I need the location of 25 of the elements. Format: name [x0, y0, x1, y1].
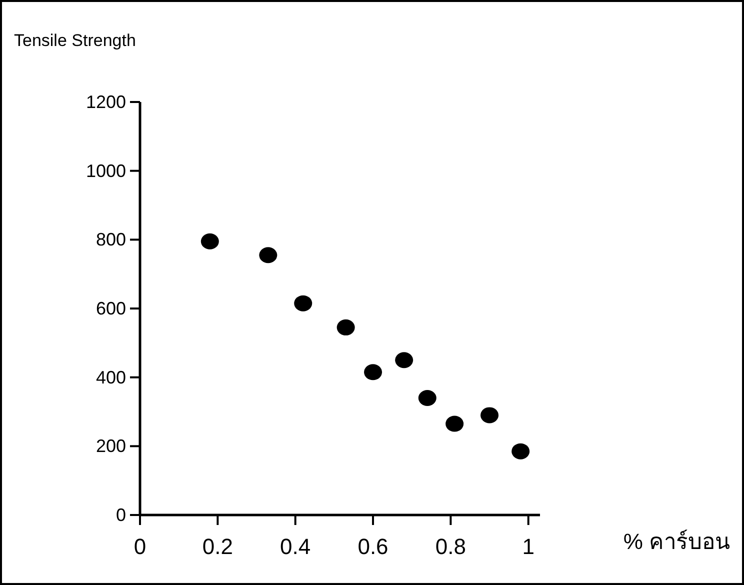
point	[364, 364, 382, 380]
y-tick-label: 1000	[86, 160, 126, 181]
point	[294, 295, 312, 312]
y-tick-label: 400	[96, 367, 126, 388]
x-tick-label: 0.6	[358, 534, 388, 559]
y-tick-label: 1200	[86, 92, 126, 112]
point	[446, 416, 464, 432]
y-tick-label: 0	[116, 505, 126, 525]
point	[395, 352, 414, 368]
point	[480, 407, 499, 424]
x-axis-title: % คาร์บอน	[623, 529, 730, 554]
point	[512, 443, 530, 460]
point	[200, 233, 219, 250]
y-axis-title: Tensile Strength	[14, 31, 136, 50]
x-tick-label: 1	[522, 534, 534, 559]
y-tick-label: 200	[96, 436, 126, 456]
point	[418, 390, 436, 406]
x-tick-label: 0.4	[280, 534, 311, 559]
y-tick-label: 800	[96, 230, 126, 250]
x-tick-label: 0	[134, 534, 146, 559]
x-tick-label: 0.8	[435, 534, 466, 559]
point	[259, 247, 278, 264]
x-tick-label: 0.2	[202, 534, 233, 559]
y-tick-label: 600	[96, 298, 126, 318]
point	[336, 319, 355, 336]
